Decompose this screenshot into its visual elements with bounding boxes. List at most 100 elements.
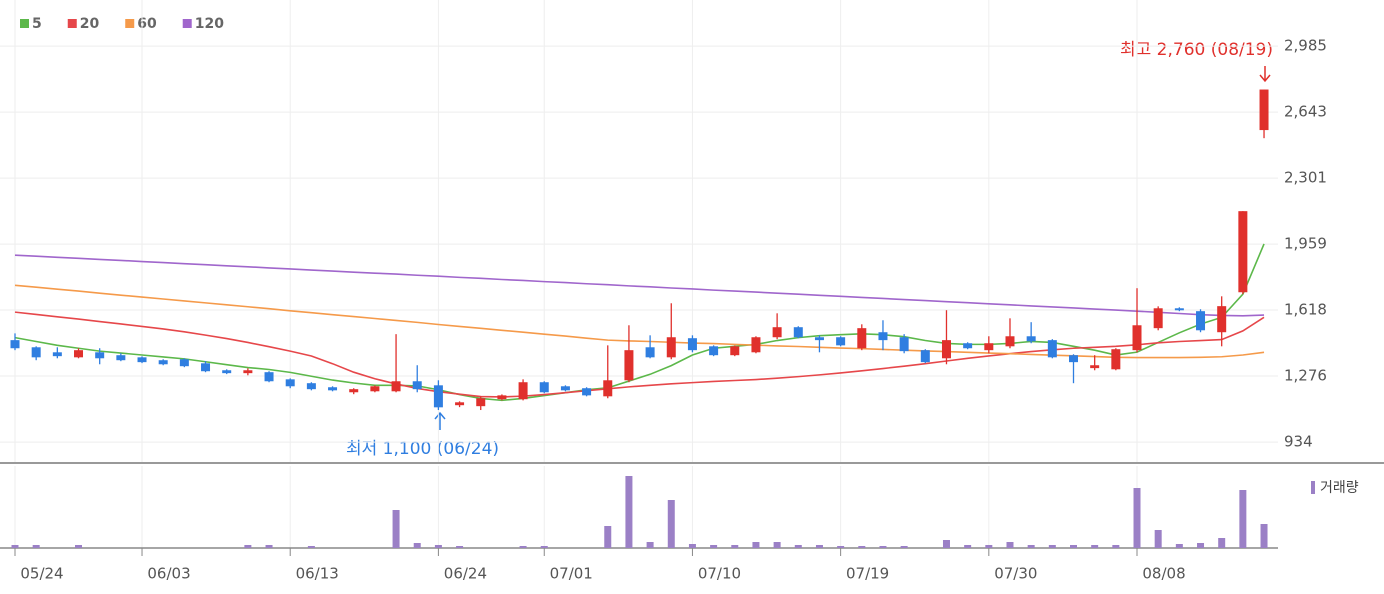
candle-body [179,359,189,367]
candle-body [666,337,676,358]
legend-swatch [125,19,135,28]
x-tick-label: 06/24 [444,565,487,583]
volume-bar [75,545,83,548]
volume-bar [32,545,40,548]
volume-bar [1154,530,1162,548]
candle-body [222,370,232,374]
x-tick-label: 06/03 [147,565,190,583]
candle-body [10,340,20,349]
low-arrow [434,411,446,430]
volume-bar [244,545,252,548]
candle-body [264,372,274,382]
candle-body [1238,211,1248,293]
candle-body [31,347,41,358]
y-tick-label: 934 [1284,433,1313,451]
legend-label: 20 [80,16,100,32]
volume-legend-swatch [1311,481,1315,494]
y-tick-label: 2,985 [1284,37,1327,55]
candle-body [391,381,401,392]
volume-bar [1112,545,1120,548]
volume-bar [1133,488,1141,548]
candle-body [1217,306,1227,333]
candle-body [137,357,147,363]
x-tick-label: 07/01 [550,565,593,583]
x-tick-label: 08/08 [1142,565,1185,583]
candle-body [476,398,486,407]
candle-body [328,387,338,391]
volume-bar [392,510,400,548]
candle-body [539,382,549,393]
volume-bar [1048,545,1056,548]
volume-bar [900,546,908,548]
candle-body [116,355,126,361]
y-tick-label: 2,301 [1284,169,1327,187]
candle-body [243,370,253,374]
volume-legend-label: 거래량 [1320,480,1359,496]
candle-body [1005,336,1015,347]
volume-bar [1218,538,1226,548]
candle-body [349,389,359,393]
candle-body [1196,311,1206,331]
volume-bar [942,540,950,548]
volume-bar [625,476,633,548]
candle-body [1047,340,1057,358]
volume-bar [1239,490,1247,548]
candle-body [1132,325,1142,351]
volume-bar [964,545,972,548]
y-tick-label: 1,276 [1284,367,1327,385]
candle-body [306,383,316,390]
candle-body [772,327,782,338]
candle-body [730,346,740,356]
candle-body [1090,365,1100,369]
low-annotation: 최저 1,100 (06/24) [346,439,499,459]
volume-bar [1070,545,1077,548]
legend-swatch [67,19,77,28]
candle-body [857,328,867,349]
volume-bar [667,500,675,548]
candle-body [751,337,761,353]
ma-line [14,243,1265,402]
legend-label: 60 [137,16,157,32]
candle-body [285,379,295,387]
candle-body [984,343,994,351]
candle-body [497,395,507,400]
candle-body [95,352,105,359]
volume-bar [307,546,315,548]
x-tick-label: 07/10 [698,565,741,583]
candle-body [836,337,846,346]
volume-bar [688,544,696,548]
candle-body [941,340,951,359]
candle-body [624,350,634,381]
ma-line [14,311,1265,398]
volume-bar [752,542,760,548]
volume-bar [413,543,421,548]
candle-body [518,382,528,400]
candle-body [687,338,697,351]
candle-body [1259,89,1269,131]
candle-body [878,332,888,341]
candle-body [433,385,443,408]
candle-body [1069,355,1078,363]
high-annotation: 최고 2,760 (08/19) [1120,40,1273,60]
volume-bar [1091,545,1099,548]
volume-bar [710,545,718,548]
y-tick-label: 1,618 [1284,301,1327,319]
legend-label: 120 [195,16,224,32]
candle-body [1111,349,1121,370]
x-tick-label: 05/24 [20,565,63,583]
volume-bar [540,546,548,548]
candle-body [370,386,380,392]
candle-body [645,347,655,358]
ma-line [14,254,1265,317]
volume-bar [265,545,273,548]
volume-bar [773,542,781,548]
x-tick-label: 06/13 [296,565,339,583]
volume-bar [519,546,527,548]
legend-swatch [20,19,29,28]
volume-bar [879,546,887,548]
candle-body [709,346,719,356]
candle-body [412,381,422,390]
volume-bar [731,545,739,548]
volume-bar [11,545,19,548]
